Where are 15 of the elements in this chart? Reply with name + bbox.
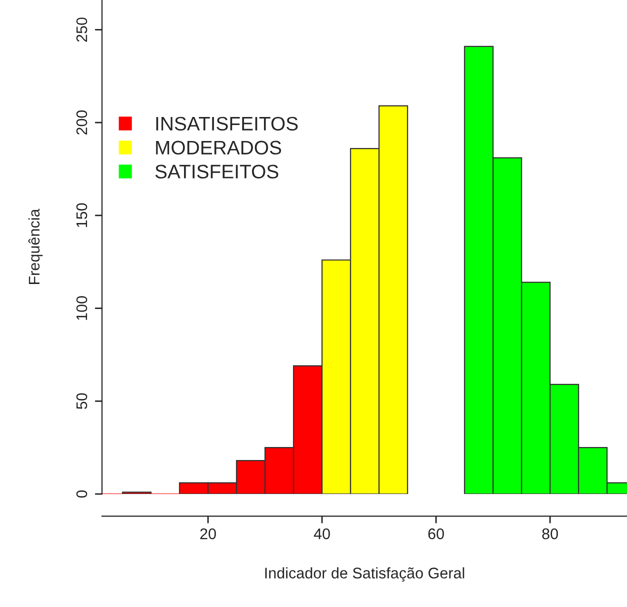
x-tick-label: 60 [428,528,444,540]
y-tick-label: 200 [76,110,88,135]
y-tick-label: 250 [76,18,88,42]
y-tick-label: 150 [76,203,88,228]
y-tick-label: 0 [76,490,88,498]
legend-label: SATISFEITOS [155,164,278,178]
x-axis-title: Indicador de Satisfação Geral [265,567,464,582]
x-tick-label: 80 [542,528,558,540]
x-tick-label: 40 [314,528,330,540]
y-tick-label: 100 [76,296,88,320]
y-axis-title: Frequência [28,208,43,284]
legend-label: MODERADOS [156,140,282,155]
x-tick-label: 20 [200,528,216,540]
legend-label: INSATISFEITOS [156,116,298,131]
y-tick-label: 50 [76,393,88,410]
